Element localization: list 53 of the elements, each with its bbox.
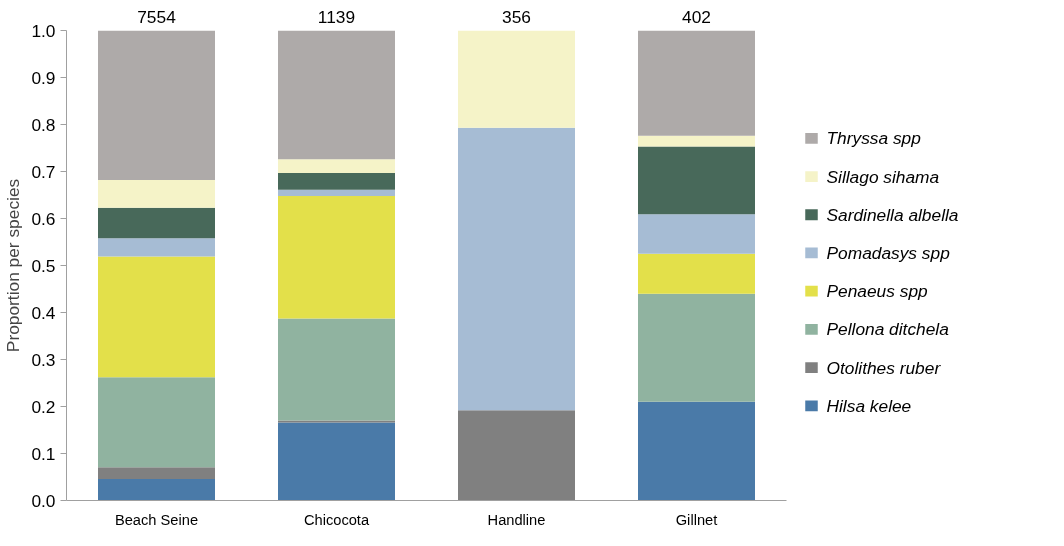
y-tick-label: 0.2 <box>31 396 56 417</box>
legend-label: Penaeus spp <box>826 281 929 302</box>
legend-label: Pomadasys spp <box>826 242 951 263</box>
bar <box>638 30 755 136</box>
text: 356 <box>502 6 531 27</box>
bar <box>278 30 395 160</box>
bar <box>98 238 215 257</box>
legend-label: Sillago sihama <box>826 166 940 187</box>
y-axis-title: Proportion per species <box>3 178 24 353</box>
text: 1139 <box>317 6 356 27</box>
x-tick-label: Handline <box>487 511 546 528</box>
bar <box>458 30 575 128</box>
bar <box>638 214 755 254</box>
y-tick-label: 0.7 <box>31 161 56 182</box>
y-tick-label: 0.8 <box>31 114 56 135</box>
bar <box>458 127 575 411</box>
x-tick-label: Beach Seine <box>114 511 199 528</box>
bar <box>278 318 395 421</box>
legend-label: Hilsa kelee <box>826 395 912 416</box>
y-tick-label: 1.0 <box>31 20 56 41</box>
bar <box>458 410 575 501</box>
text: 402 <box>682 6 711 27</box>
bar <box>638 146 755 215</box>
bar <box>638 293 755 402</box>
legend-label: Thryssa spp <box>826 128 922 149</box>
bar <box>278 422 395 501</box>
bar <box>98 30 215 180</box>
bar <box>278 195 395 319</box>
x-tick-label: Gillnet <box>675 511 718 528</box>
x-tick-label: Chicocota <box>303 511 370 528</box>
bar <box>98 179 215 208</box>
bar <box>98 256 215 378</box>
bar <box>98 207 215 239</box>
bar <box>638 135 755 147</box>
bar <box>98 478 215 501</box>
bar <box>638 401 755 501</box>
bar <box>638 253 755 294</box>
legend-label: Pellona ditchela <box>826 319 950 340</box>
y-tick-label: 0.9 <box>31 67 56 88</box>
y-tick-label: 0.4 <box>31 302 56 323</box>
y-tick-label: 0.1 <box>31 443 56 464</box>
y-tick-label: 0.6 <box>31 208 56 229</box>
legend-label: Otolithes ruber <box>826 357 942 378</box>
legend-label: Sardinella albella <box>826 204 959 225</box>
bar <box>98 467 215 479</box>
text: 7554 <box>137 6 177 27</box>
bar <box>278 172 395 190</box>
bar <box>278 189 395 196</box>
y-tick-label: 0.0 <box>31 490 56 511</box>
bar <box>278 159 395 173</box>
y-tick-label: 0.5 <box>31 255 56 276</box>
y-tick-label: 0.3 <box>31 349 56 370</box>
bar <box>98 377 215 468</box>
